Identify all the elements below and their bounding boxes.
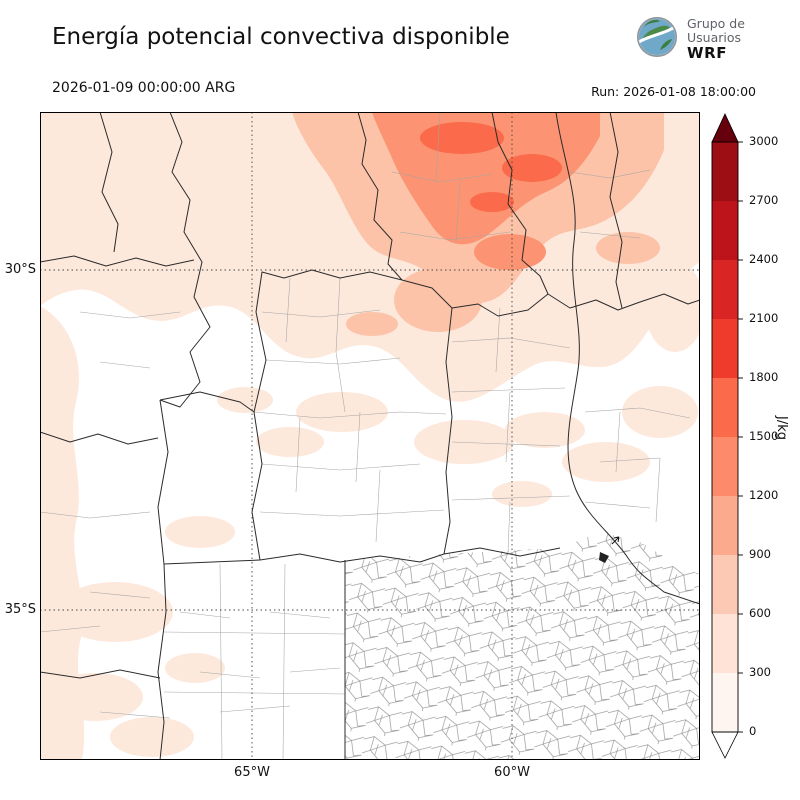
colorbar-tick-label: 0: [749, 724, 757, 738]
page-title: Energía potencial convectiva disponible: [52, 24, 510, 50]
logo-text: Grupo de Usuarios WRF: [687, 15, 745, 62]
colorbar-arrow-under: [711, 731, 739, 759]
colorbar-tick-label: 600: [749, 606, 771, 620]
lon-label-60w: 60°W: [494, 765, 530, 780]
colorbar-unit-label: J/kg: [774, 416, 789, 440]
colorbar-arrow-over: [711, 113, 739, 143]
logo-line-3: WRF: [687, 43, 728, 62]
colorbar-tick-label: 2700: [749, 193, 779, 207]
buenos-aires-departments-mesh: [345, 532, 700, 760]
colorbar-seg: [712, 437, 738, 496]
globe-icon: [634, 14, 680, 64]
graticule-lines: [40, 112, 700, 760]
colorbar-seg: [712, 378, 738, 437]
colorbar-tick-label: 1800: [749, 370, 779, 384]
colorbar-seg: [712, 496, 738, 555]
colorbar-seg: [712, 260, 738, 319]
colorbar-tick-label: 1500: [749, 429, 779, 443]
colorbar-tick-label: 3000: [749, 134, 779, 148]
logo-line-2: Usuarios: [687, 29, 742, 45]
colorbar-tick-label: 900: [749, 547, 771, 561]
cape-shade-intense: [420, 122, 562, 212]
map-frame: [40, 112, 700, 760]
logo-line-1: Grupo de: [687, 15, 745, 31]
valid-time-label: 2026-01-09 00:00:00 ARG: [52, 80, 236, 96]
colorbar-seg: [712, 142, 738, 201]
colorbar-tick-label: 2100: [749, 311, 779, 325]
lon-label-65w: 65°W: [234, 765, 270, 780]
colorbar-seg: [712, 614, 738, 673]
run-time-label: Run: 2026-01-08 18:00:00: [591, 84, 756, 99]
wrf-logo: Grupo de Usuarios WRF: [634, 14, 745, 64]
colorbar-seg: [712, 555, 738, 614]
colorbar-seg: [712, 201, 738, 260]
colorbar-tick-label: 1200: [749, 488, 779, 502]
colorbar-seg: [712, 673, 738, 732]
map-canvas: [39, 111, 705, 761]
lat-label-35s: 35°S: [4, 602, 36, 617]
colorbar-tick-label: 2400: [749, 252, 779, 266]
colorbar-tick-label: 300: [749, 665, 771, 679]
lat-label-30s: 30°S: [4, 262, 36, 277]
colorbar-seg: [712, 319, 738, 378]
city-marker: [599, 536, 620, 563]
province-boundaries: [39, 111, 701, 761]
colorbar: [711, 112, 745, 764]
department-boundaries: [39, 111, 691, 761]
